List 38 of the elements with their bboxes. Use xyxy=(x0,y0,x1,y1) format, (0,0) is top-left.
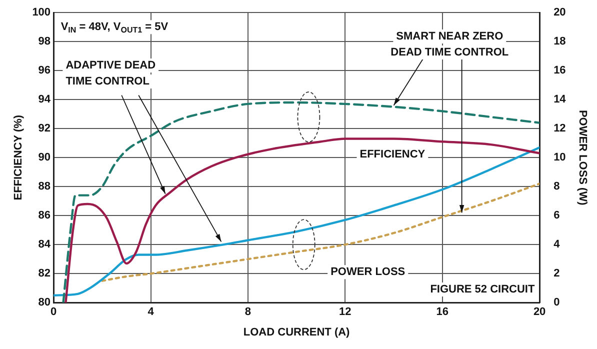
y2-tick-label: 20 xyxy=(554,6,566,19)
x-tick-label: 8 xyxy=(244,306,252,318)
y2-tick-label: 14 xyxy=(554,94,567,106)
x-axis-title: LOAD CURRENT (A) xyxy=(243,326,350,338)
y-tick-label: 80 xyxy=(38,296,51,309)
x-tick-label: 20 xyxy=(533,306,546,318)
line-series xyxy=(62,101,540,303)
x-tick-label: 16 xyxy=(436,306,448,318)
annotation: ADAPTIVE DEAD TIME CONTROL xyxy=(66,60,156,88)
y-tick-label: 92 xyxy=(38,122,51,135)
y-tick-label: 96 xyxy=(38,64,51,77)
y-tick-label: 88 xyxy=(38,180,51,193)
y-tick-label: 98 xyxy=(38,36,51,48)
y-tick-label: 82 xyxy=(38,268,51,280)
annotation: EFFICIENCY xyxy=(360,148,426,161)
y-tick-label: 84 xyxy=(38,238,52,251)
y2-tick-label: 10 xyxy=(554,152,566,164)
y-axis-title: EFFICIENCY (%) xyxy=(12,114,25,200)
y-tick-label: 100 xyxy=(32,6,51,19)
y-tick-label: 86 xyxy=(38,210,51,222)
y2-axis-title: POWER LOSS (W) xyxy=(576,110,588,206)
y2-tick-label: 12 xyxy=(554,122,566,135)
annotation: SMART NEAR ZERO DEAD TIME CONTROL xyxy=(390,30,509,59)
y2-tick-label: 2 xyxy=(554,268,560,280)
y2-tick-label: 6 xyxy=(554,210,560,222)
y-tick-label: 90 xyxy=(38,152,51,164)
y2-tick-label: 16 xyxy=(554,64,566,77)
line-series xyxy=(101,182,540,282)
y2-tick-label: 0 xyxy=(554,296,560,309)
x-tick-label: 12 xyxy=(339,306,352,318)
y2-tick-label: 18 xyxy=(554,36,566,48)
annotation: FIGURE 52 CIRCUIT xyxy=(430,284,535,296)
x-tick-label: 4 xyxy=(148,306,155,318)
y-tick-label: 94 xyxy=(38,94,52,106)
y2-tick-label: 4 xyxy=(554,238,561,251)
x-tick-label: 0 xyxy=(50,306,57,318)
y2-tick-label: 8 xyxy=(554,180,560,193)
annotation: POWER LOSS xyxy=(330,266,406,278)
